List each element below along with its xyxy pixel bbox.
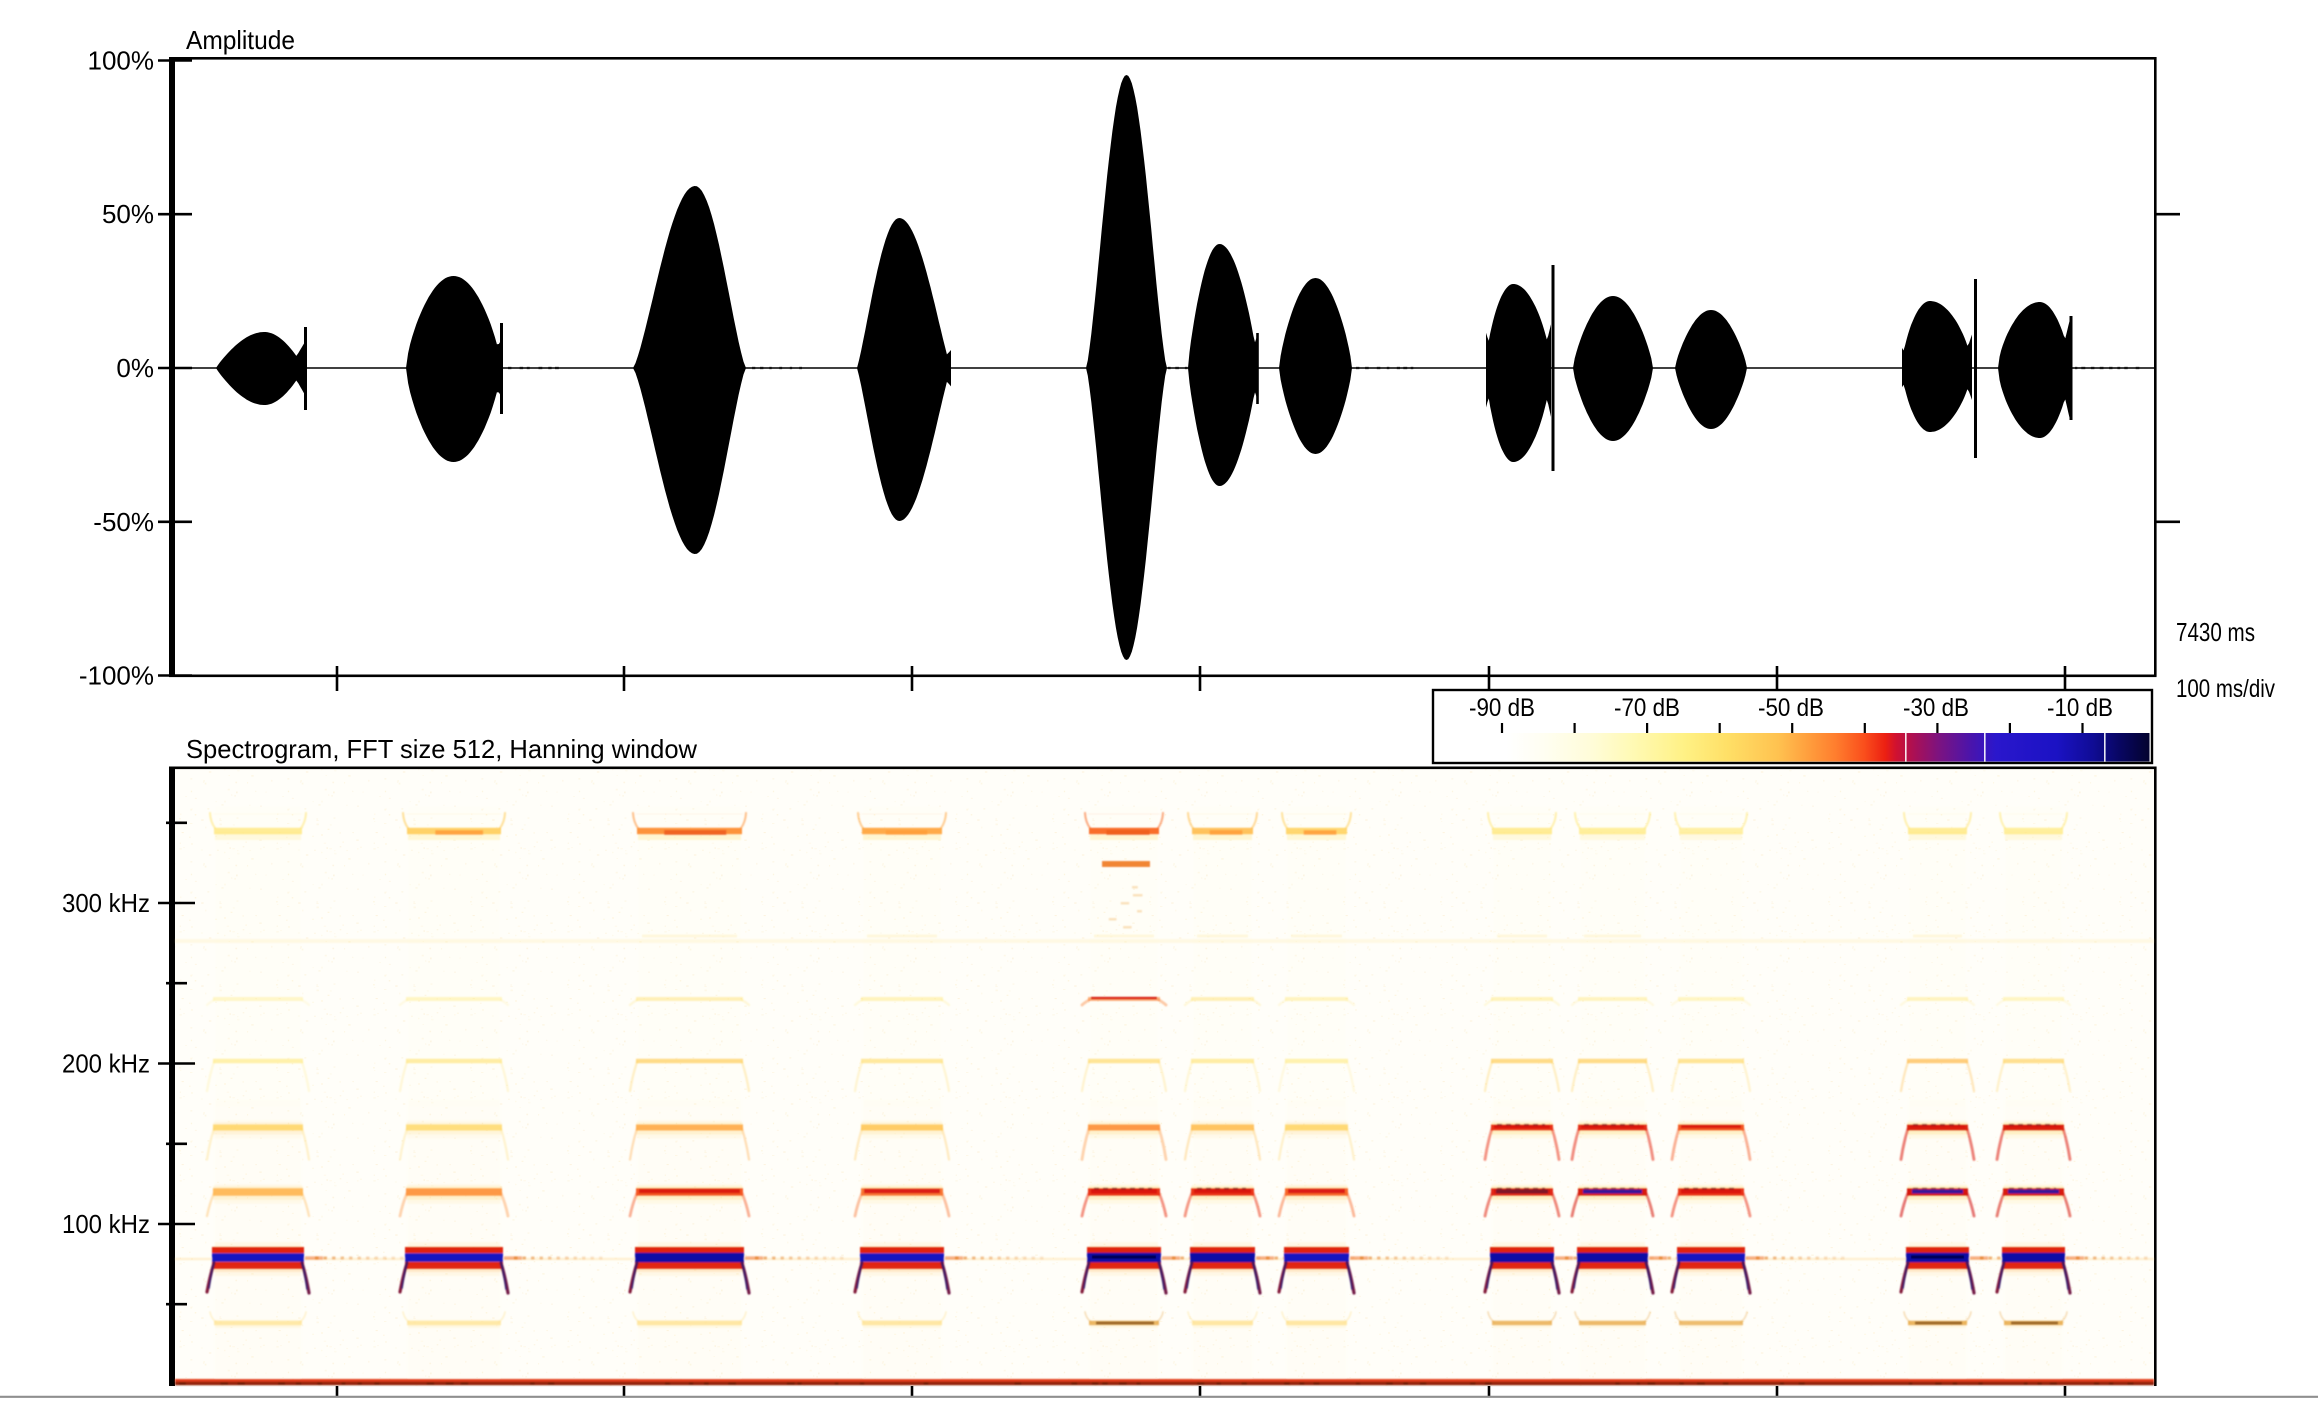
svg-text:-100%: -100% [79, 661, 154, 691]
svg-text:200 kHz: 200 kHz [62, 1049, 150, 1079]
svg-text:Amplitude: Amplitude [186, 25, 295, 55]
svg-text:100 ms/div: 100 ms/div [2176, 675, 2275, 703]
svg-text:50%: 50% [102, 199, 154, 229]
svg-text:-10 dB: -10 dB [2047, 694, 2113, 722]
svg-text:100%: 100% [88, 46, 155, 76]
svg-text:Spectrogram, FFT size 512, Han: Spectrogram, FFT size 512, Hanning windo… [186, 734, 697, 764]
svg-text:-30 dB: -30 dB [1903, 694, 1969, 722]
svg-text:7430 ms: 7430 ms [2176, 617, 2255, 647]
svg-text:-70 dB: -70 dB [1614, 694, 1680, 722]
svg-text:-50 dB: -50 dB [1758, 694, 1824, 722]
svg-text:100 kHz: 100 kHz [62, 1209, 150, 1239]
svg-text:-90 dB: -90 dB [1469, 694, 1535, 722]
svg-text:300 kHz: 300 kHz [62, 888, 150, 918]
svg-text:-50%: -50% [93, 507, 154, 537]
svg-text:0%: 0% [116, 353, 154, 383]
